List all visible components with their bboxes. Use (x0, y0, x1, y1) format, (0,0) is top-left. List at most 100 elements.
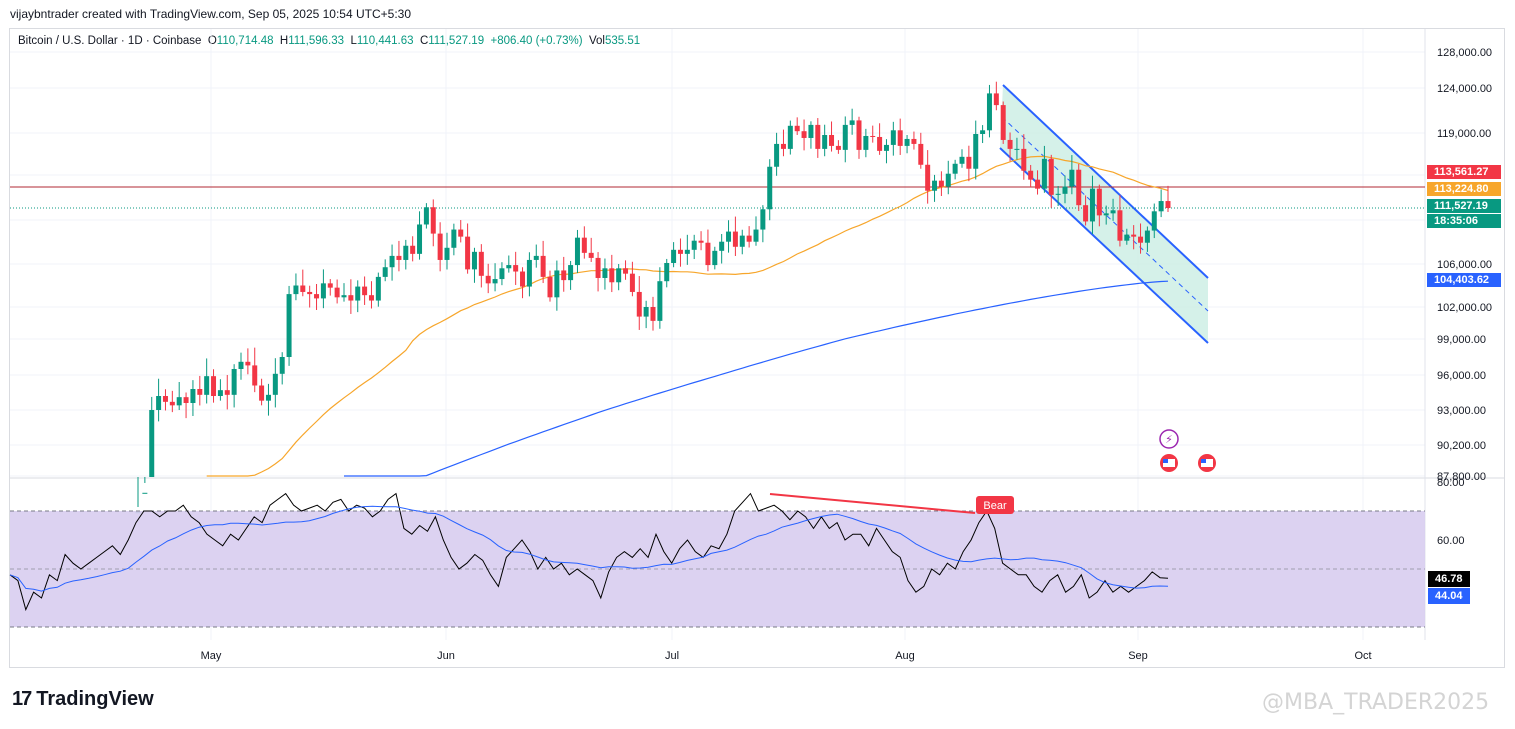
candle-body (499, 268, 505, 280)
candle-body (444, 247, 450, 260)
month-label: Jul (665, 650, 679, 662)
candle-body (176, 397, 182, 406)
candle-body (938, 180, 944, 187)
candle-body (911, 138, 917, 144)
candle-body (657, 281, 663, 321)
candle-body (698, 240, 704, 243)
month-label: Oct (1354, 650, 1371, 662)
candle-body (925, 164, 931, 191)
candle-body (629, 273, 635, 292)
watermark: @MBA_TRADER2025 (1262, 690, 1490, 715)
volume-value: 535.51 (604, 35, 641, 47)
candle-body (780, 143, 786, 149)
month-label: Sep (1128, 650, 1148, 662)
candle-body (1076, 169, 1082, 206)
candle-body (1041, 158, 1047, 189)
candle-body (973, 133, 979, 169)
candle-body (142, 492, 148, 494)
candle-body (265, 394, 271, 401)
candle-body (1069, 169, 1075, 187)
candle-body (334, 287, 340, 298)
candle-body (1089, 188, 1095, 222)
candle-body (451, 229, 457, 248)
candle-body (932, 180, 938, 191)
candle-body (1144, 230, 1150, 243)
candle-body (465, 236, 471, 270)
candle-body (801, 131, 807, 138)
candle-body (829, 134, 835, 146)
candle-body (389, 255, 395, 268)
candle-body (1103, 213, 1109, 216)
us-flag-event-icon (1163, 459, 1175, 467)
candle-body (623, 268, 629, 274)
rsi-value-tag: 46.78 (1428, 571, 1470, 587)
candle-body (204, 376, 210, 395)
candle-body (211, 376, 217, 396)
tradingview-logo-text: TradingView (36, 688, 154, 710)
candle-body (272, 373, 278, 395)
candle-body (403, 245, 409, 260)
candle-body (774, 143, 780, 167)
candle-body (684, 249, 690, 254)
candle-body (822, 134, 828, 149)
candle-body (952, 163, 958, 174)
ma50-price-tag: 113,224.80 (1427, 182, 1501, 196)
lightning-event-icon: ⚡ (1165, 434, 1173, 446)
candle-body (190, 389, 196, 403)
candle-body (245, 361, 251, 366)
candle-body (1158, 201, 1164, 212)
us-flag-event-icon (1201, 459, 1206, 463)
candle-body (588, 252, 594, 258)
candle-body (705, 242, 711, 266)
candle-body (307, 291, 313, 295)
candle-body (471, 251, 477, 270)
candle-body (677, 249, 683, 254)
candle-body (1007, 139, 1013, 149)
candle-body (1028, 170, 1034, 180)
candle-body (595, 257, 601, 278)
candle-body (1151, 211, 1157, 231)
candle-body (1014, 148, 1020, 150)
candle-body (417, 224, 423, 254)
candle-body (224, 390, 230, 395)
candle-body (492, 279, 498, 284)
candle-body (554, 270, 560, 298)
candle-body (1165, 201, 1171, 208)
candle-body (732, 231, 738, 247)
author-line: vijaybntrader created with TradingView.c… (10, 7, 412, 21)
candle-body (375, 276, 381, 301)
candle-body (231, 369, 237, 395)
candle-body (753, 229, 759, 242)
candle-body (883, 144, 889, 151)
price-axis-label: 124,000.00 (1437, 83, 1492, 95)
candle-body (396, 255, 402, 260)
candle-body (520, 271, 526, 287)
candle-body (382, 267, 388, 277)
tradingview-logo[interactable]: 17 TradingView (12, 688, 154, 711)
candle-body (300, 285, 306, 292)
candle-body (904, 138, 910, 146)
candle-body (341, 295, 347, 298)
candle-body (238, 361, 244, 369)
candle-body (1138, 236, 1144, 243)
candle-body (863, 135, 869, 150)
candle-body (650, 307, 656, 321)
chart-frame (9, 28, 1505, 668)
candle-body (787, 125, 793, 149)
candle-body (506, 265, 512, 269)
price-axis-label: 90,200.00 (1437, 440, 1486, 452)
candle-body (815, 124, 821, 149)
candle-body (726, 231, 732, 242)
candle-body (616, 268, 622, 283)
channel-lower-line (999, 147, 1209, 344)
price-axis-label: 96,000.00 (1437, 370, 1486, 382)
candle-body (993, 93, 999, 106)
candle-body (485, 275, 491, 284)
candle-body (561, 270, 567, 281)
ohlc-legend: Bitcoin / U.S. Dollar · 1D · Coinbase O1… (18, 35, 640, 47)
month-label: Aug (895, 650, 915, 662)
candle-body (581, 237, 587, 253)
candle-body (252, 365, 258, 386)
symbol-label[interactable]: Bitcoin / U.S. Dollar · 1D · Coinbase (18, 35, 202, 47)
